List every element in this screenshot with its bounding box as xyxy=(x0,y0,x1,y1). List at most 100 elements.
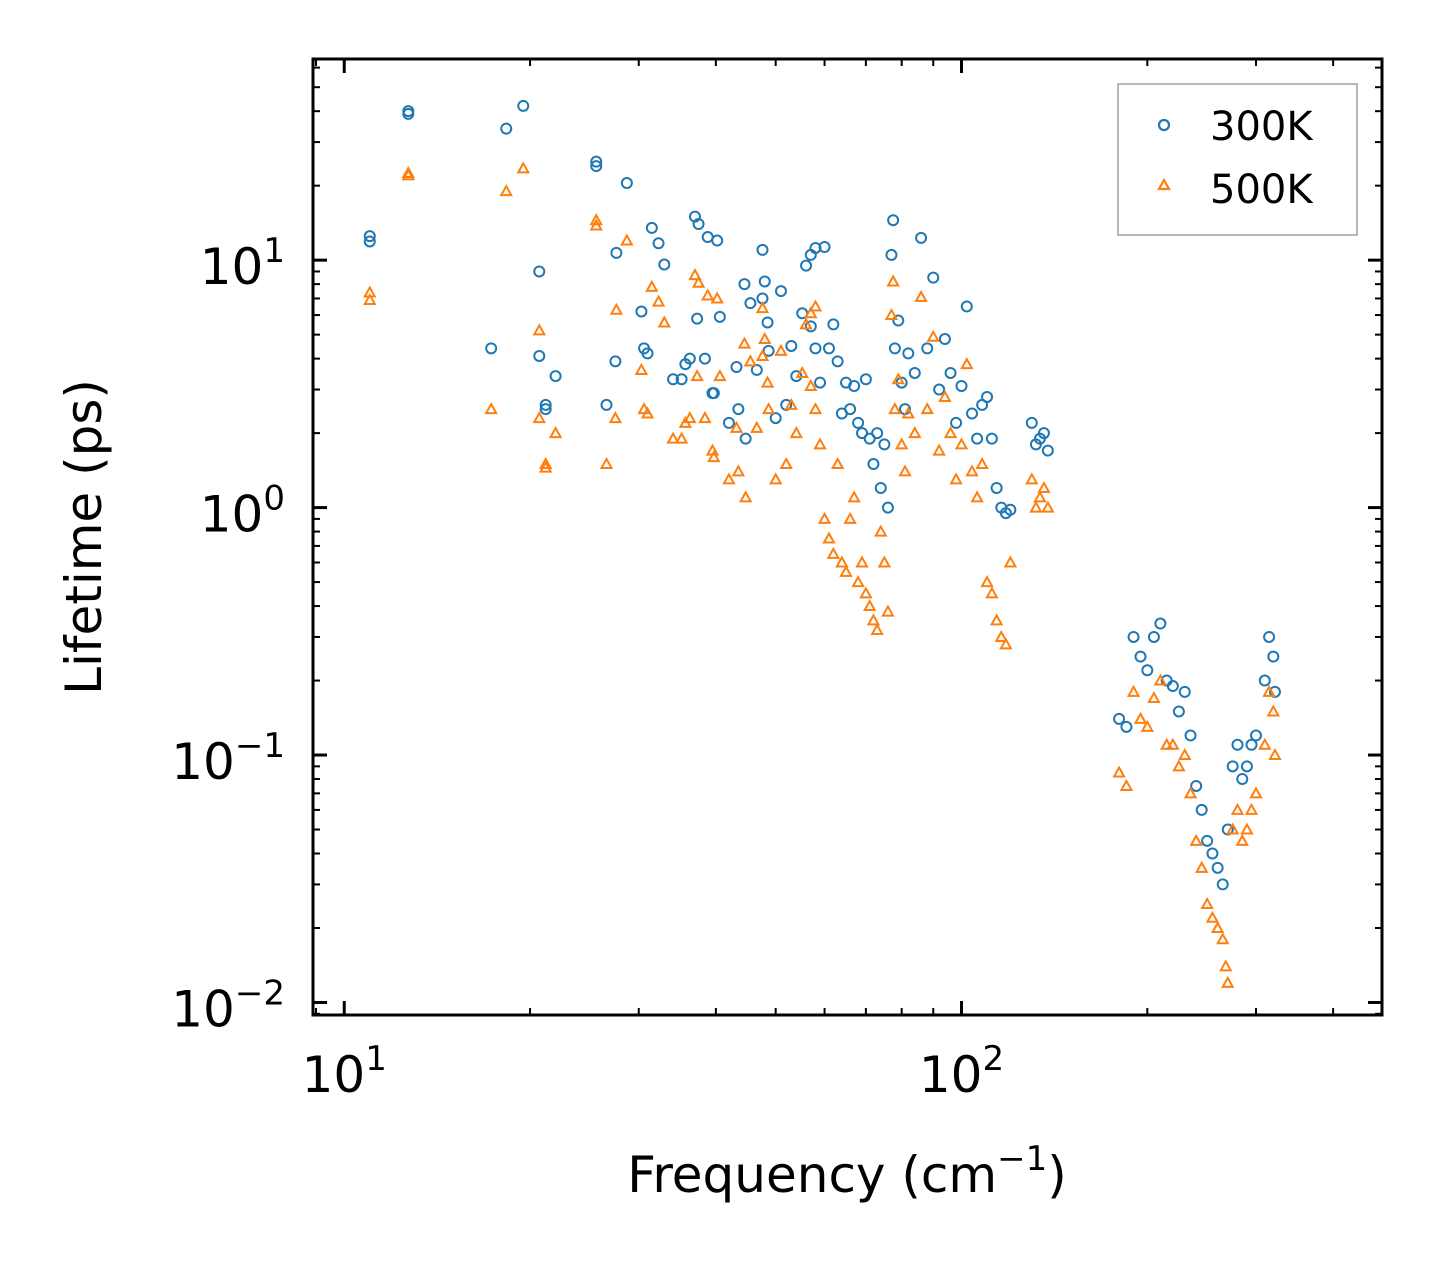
point-300K-27 xyxy=(683,352,696,365)
point-500K-91 xyxy=(943,426,958,439)
point-500K-137 xyxy=(1266,704,1281,717)
point-500K-98 xyxy=(980,575,994,588)
legend-label-300k: 300K xyxy=(1210,104,1314,150)
point-500K-117 xyxy=(1166,737,1180,750)
point-500K-59 xyxy=(808,402,823,415)
point-500K-79 xyxy=(886,274,900,287)
point-500K-37 xyxy=(722,472,736,485)
point-300K-87 xyxy=(921,342,934,355)
point-300K-112 xyxy=(1134,650,1147,663)
point-300K-9 xyxy=(539,398,552,411)
point-300K-42 xyxy=(744,297,757,310)
point-500K-93 xyxy=(954,437,969,450)
y-axis-label: Lifetime (ps) xyxy=(55,379,113,695)
point-300K-124 xyxy=(1206,847,1219,860)
point-500K-50 xyxy=(774,343,788,356)
point-300K-84 xyxy=(902,347,915,360)
point-500K-119 xyxy=(1178,747,1192,761)
point-300K-98 xyxy=(981,390,994,403)
point-300K-29 xyxy=(692,217,705,230)
point-500K-49 xyxy=(768,472,783,485)
legend-marker-500k xyxy=(1157,177,1171,191)
point-500K-111 xyxy=(1126,684,1141,697)
point-300K-68 xyxy=(848,380,861,393)
point-500K-103 xyxy=(1003,555,1018,568)
point-300K-55 xyxy=(800,259,813,272)
point-500K-35 xyxy=(710,291,724,304)
point-300K-49 xyxy=(769,412,782,425)
point-500K-105 xyxy=(1029,500,1043,513)
point-500K-4 xyxy=(499,184,513,197)
point-300K-70 xyxy=(856,427,869,440)
point-500K-65 xyxy=(835,555,849,568)
point-300K-120 xyxy=(1184,729,1197,742)
point-300K-80 xyxy=(888,342,901,355)
point-300K-76 xyxy=(878,438,891,451)
point-500K-47 xyxy=(760,375,775,388)
point-300K-39 xyxy=(732,403,745,416)
point-500K-54 xyxy=(795,365,809,378)
point-500K-32 xyxy=(701,288,715,301)
point-300K-71 xyxy=(859,373,872,386)
point-500K-76 xyxy=(877,555,892,568)
point-300K-41 xyxy=(739,432,752,445)
point-500K-53 xyxy=(789,426,804,439)
point-300K-129 xyxy=(1231,738,1244,751)
point-500K-44 xyxy=(755,301,770,314)
point-500K-34 xyxy=(707,450,721,463)
point-500K-138 xyxy=(1268,747,1282,761)
point-500K-30 xyxy=(690,369,704,382)
point-300K-122 xyxy=(1195,803,1208,816)
point-300K-0 xyxy=(363,230,376,243)
point-300K-52 xyxy=(785,339,798,352)
point-300K-128 xyxy=(1226,760,1239,773)
point-300K-63 xyxy=(827,318,840,331)
point-300K-69 xyxy=(852,416,865,429)
point-500K-22 xyxy=(651,294,666,307)
point-500K-74 xyxy=(870,622,884,636)
point-500K-60 xyxy=(813,437,827,450)
legend-marker-300k xyxy=(1157,118,1171,132)
point-500K-86 xyxy=(914,289,928,302)
point-500K-107 xyxy=(1037,480,1051,493)
point-300K-20 xyxy=(641,347,654,360)
point-500K-71 xyxy=(859,586,873,599)
point-500K-101 xyxy=(994,629,1008,642)
point-300K-1 xyxy=(363,235,376,248)
point-500K-125 xyxy=(1210,920,1225,933)
point-300K-119 xyxy=(1178,685,1191,698)
point-500K-57 xyxy=(804,378,818,392)
point-500K-129 xyxy=(1225,822,1240,835)
point-300K-22 xyxy=(652,237,665,250)
point-500K-127 xyxy=(1219,959,1233,972)
point-500K-114 xyxy=(1147,690,1161,704)
point-300K-79 xyxy=(887,214,900,227)
point-300K-4 xyxy=(500,122,513,135)
point-500K-28 xyxy=(688,268,702,281)
point-300K-60 xyxy=(814,376,827,389)
point-500K-38 xyxy=(729,420,744,433)
point-500K-99 xyxy=(985,586,999,599)
point-500K-3 xyxy=(401,168,416,181)
point-300K-75 xyxy=(874,481,887,494)
point-300K-67 xyxy=(844,403,857,416)
point-300K-14 xyxy=(600,398,613,411)
point-500K-136 xyxy=(1262,684,1276,697)
legend-label-500k: 500K xyxy=(1210,167,1314,213)
point-300K-103 xyxy=(1004,503,1017,516)
point-500K-55 xyxy=(799,317,813,330)
point-500K-118 xyxy=(1172,759,1186,772)
point-300K-123 xyxy=(1201,834,1214,847)
point-300K-50 xyxy=(774,285,787,298)
point-500K-20 xyxy=(640,406,655,419)
point-300K-86 xyxy=(915,231,928,244)
point-300K-94 xyxy=(960,300,973,313)
point-300K-118 xyxy=(1172,705,1185,718)
point-300K-117 xyxy=(1166,680,1179,693)
point-500K-78 xyxy=(884,307,899,321)
point-500K-70 xyxy=(855,555,869,568)
point-300K-57 xyxy=(804,320,817,333)
point-500K-106 xyxy=(1033,490,1047,503)
point-300K-125 xyxy=(1211,861,1224,874)
point-300K-77 xyxy=(881,501,894,514)
